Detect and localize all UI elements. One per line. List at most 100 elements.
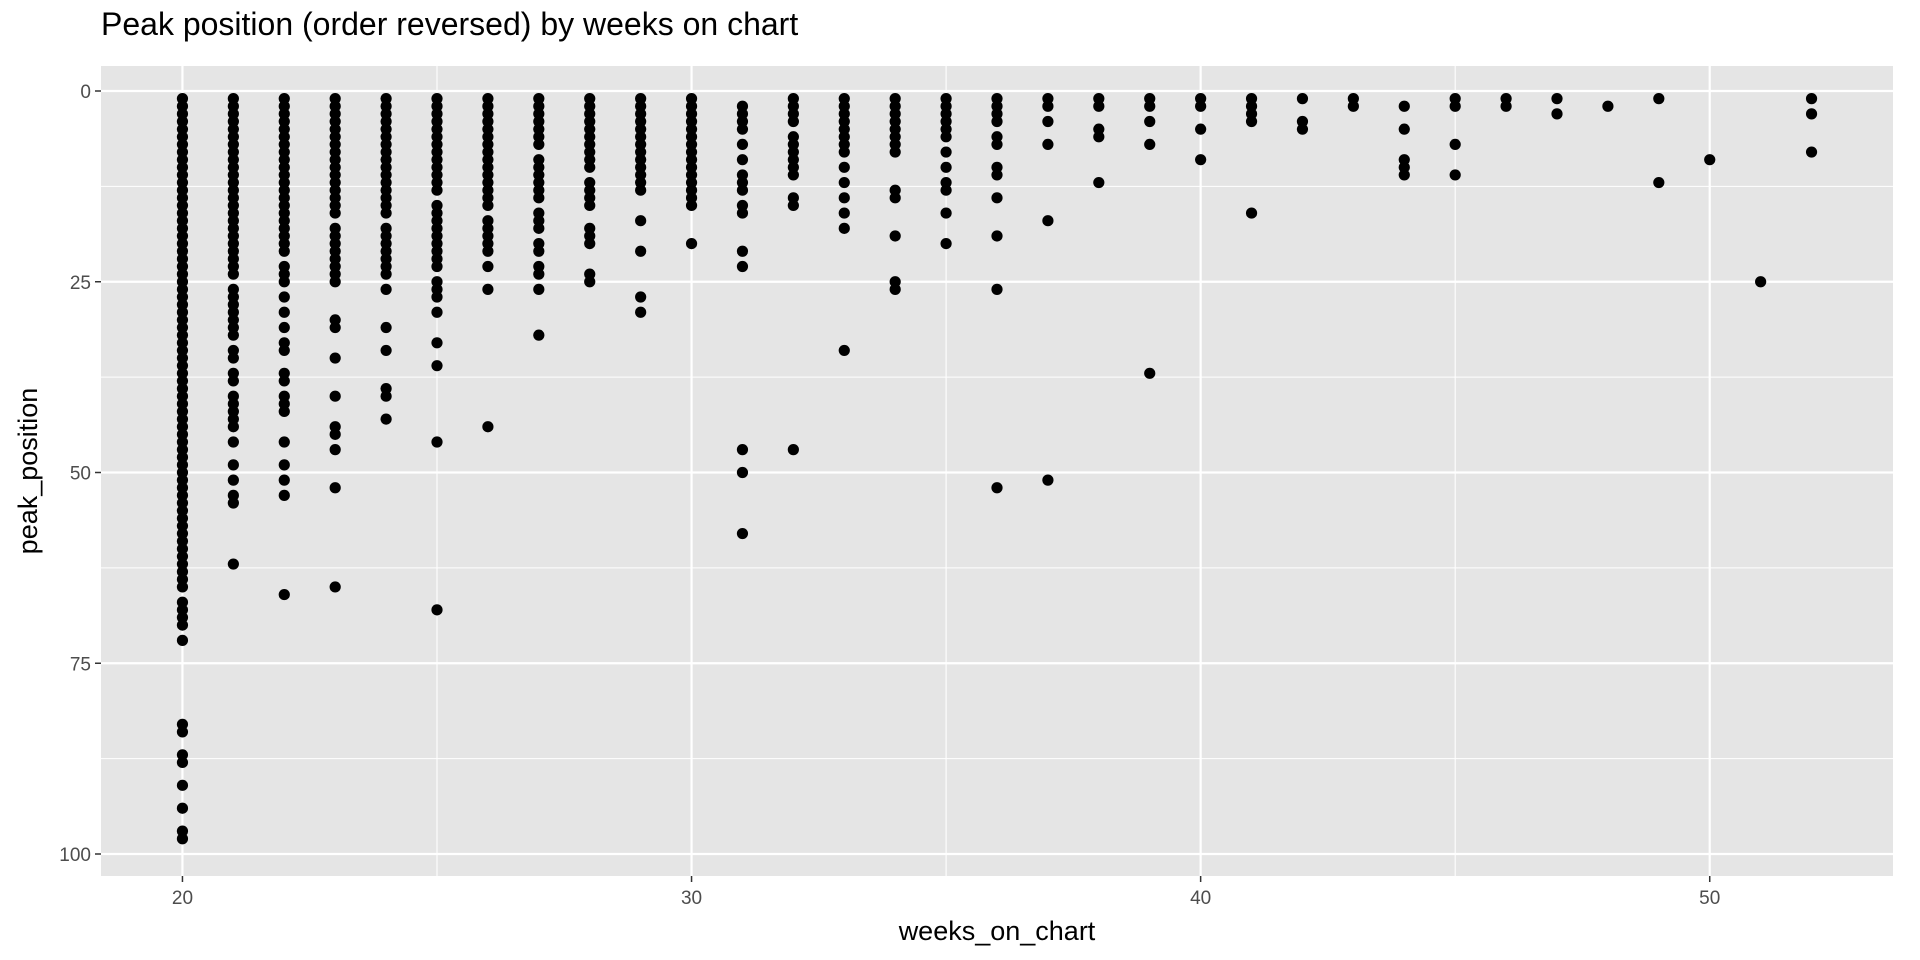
data-point	[278, 474, 290, 486]
data-point	[584, 238, 596, 250]
data-point	[278, 344, 290, 357]
data-point	[787, 115, 799, 128]
data-point	[584, 276, 596, 288]
data-point	[329, 207, 341, 219]
data-point	[1653, 93, 1665, 105]
data-point	[1195, 154, 1207, 166]
data-point	[991, 115, 1003, 128]
data-point	[227, 329, 239, 341]
data-point	[1398, 169, 1410, 181]
data-point	[227, 558, 239, 570]
data-point	[838, 207, 850, 219]
data-point	[1296, 123, 1309, 135]
data-point	[736, 527, 749, 540]
data-point	[736, 260, 749, 273]
y-tick-label: 25	[70, 273, 91, 294]
data-point	[940, 161, 952, 173]
data-point	[1144, 367, 1156, 379]
data-point	[533, 192, 545, 204]
data-point	[584, 161, 596, 173]
data-point	[278, 405, 290, 418]
data-point	[176, 619, 189, 631]
data-point	[1195, 123, 1207, 135]
y-axis-ticks: 0 25 50 75 100	[59, 82, 101, 866]
data-point	[736, 444, 749, 456]
plot-panel	[101, 66, 1893, 876]
data-point	[838, 344, 850, 357]
data-point	[940, 238, 952, 250]
data-point	[278, 588, 290, 601]
data-point	[227, 459, 239, 471]
data-point	[1195, 100, 1207, 112]
data-point	[1144, 115, 1156, 128]
data-point	[329, 276, 341, 288]
data-point	[787, 169, 799, 181]
data-point	[838, 146, 850, 158]
data-point	[329, 482, 341, 494]
data-point	[889, 146, 901, 158]
data-point	[227, 352, 239, 364]
data-point	[176, 634, 189, 646]
data-point	[1042, 138, 1054, 151]
data-point	[787, 444, 799, 456]
data-point	[685, 199, 698, 212]
data-point	[940, 207, 952, 219]
data-point	[1296, 93, 1309, 105]
data-point	[1805, 146, 1818, 158]
data-point	[1755, 276, 1767, 288]
data-point	[482, 245, 494, 257]
data-point	[482, 421, 494, 433]
data-point	[1551, 93, 1563, 105]
data-point	[1144, 138, 1156, 151]
data-point	[278, 321, 290, 334]
data-point	[736, 207, 749, 219]
data-point	[431, 184, 443, 196]
data-point	[635, 184, 647, 196]
data-point	[1093, 176, 1105, 189]
data-point	[278, 291, 290, 303]
data-point	[533, 283, 545, 295]
data-point	[533, 329, 545, 341]
data-point	[787, 199, 799, 212]
data-point	[991, 169, 1003, 181]
data-point	[635, 291, 647, 303]
data-point	[380, 390, 392, 402]
data-point	[635, 215, 647, 227]
data-point	[736, 123, 749, 135]
data-point	[1347, 100, 1359, 112]
data-point	[1500, 100, 1512, 112]
data-point	[991, 138, 1003, 151]
data-point	[278, 436, 290, 448]
data-point	[1144, 100, 1156, 112]
data-point	[1602, 100, 1614, 112]
y-tick-label: 50	[70, 464, 91, 485]
x-axis-title: weeks_on_chart	[898, 916, 1096, 946]
data-point	[838, 176, 850, 189]
data-point	[278, 489, 290, 501]
data-point	[940, 146, 952, 158]
data-point	[482, 199, 494, 212]
data-point	[380, 268, 392, 280]
data-point	[176, 581, 189, 593]
chart-title: Peak position (order reversed) by weeks …	[101, 6, 799, 42]
data-point	[380, 283, 392, 295]
data-point	[227, 497, 239, 509]
data-point	[380, 413, 392, 425]
data-point	[380, 207, 392, 219]
data-point	[635, 306, 647, 318]
y-tick-label: 100	[59, 845, 91, 866]
data-point	[227, 375, 239, 387]
data-point	[838, 222, 850, 234]
data-point	[1398, 123, 1410, 135]
data-point	[380, 344, 392, 357]
data-point	[278, 375, 290, 387]
data-point	[1042, 474, 1054, 486]
data-point	[482, 260, 494, 273]
data-point	[736, 154, 749, 166]
data-point	[1042, 115, 1054, 128]
y-axis-title: peak_position	[13, 388, 43, 555]
data-point	[482, 283, 494, 295]
y-tick-label: 0	[80, 82, 91, 103]
data-point	[991, 283, 1003, 295]
